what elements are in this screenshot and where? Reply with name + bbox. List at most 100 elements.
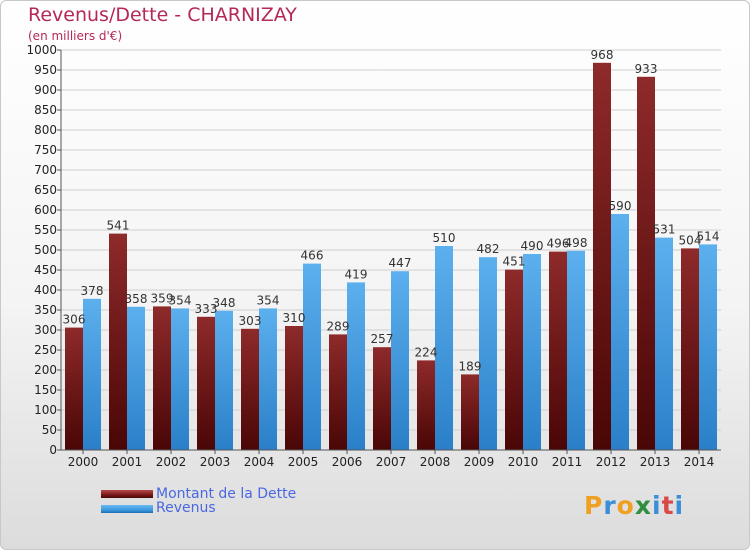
y-tick-label: 1000 <box>26 43 57 57</box>
y-tick-label: 200 <box>34 363 57 377</box>
x-tick-label-2005: 2005 <box>288 455 319 469</box>
bar-revenue-2000 <box>83 298 101 450</box>
x-tick-label-2013: 2013 <box>640 455 671 469</box>
data-label-revenue-2008: 510 <box>433 231 456 245</box>
data-label-debt-2013: 933 <box>635 62 658 76</box>
data-label-revenue-2006: 419 <box>345 267 368 281</box>
bar-debt-2001 <box>109 233 127 450</box>
data-label-debt-2012: 968 <box>591 48 614 62</box>
bar-debt-2012 <box>593 62 611 451</box>
data-label-debt-2006: 289 <box>327 319 350 333</box>
data-label-debt-2007: 257 <box>371 332 394 346</box>
y-tick-label: 300 <box>34 323 57 337</box>
legend-label-revenue: Revenus <box>156 500 216 516</box>
x-tick-label-2010: 2010 <box>508 455 539 469</box>
y-tick-label: 450 <box>34 263 57 277</box>
bar-debt-2011 <box>549 251 567 450</box>
bar-revenue-2006 <box>347 282 365 450</box>
y-tick-label: 0 <box>49 443 57 457</box>
x-tick-label-2014: 2014 <box>684 455 715 469</box>
bar-debt-2009 <box>461 374 479 450</box>
y-tick-label: 750 <box>34 143 57 157</box>
bar-revenue-2001 <box>127 306 145 450</box>
legend-label-debt: Montant de la Dette <box>156 486 297 502</box>
y-tick-label: 400 <box>34 283 57 297</box>
y-tick-label: 250 <box>34 343 57 357</box>
y-tick-label: 950 <box>34 63 57 77</box>
bar-revenue-2010 <box>523 254 541 450</box>
data-label-revenue-2010: 490 <box>521 239 544 253</box>
bar-debt-2014 <box>681 248 699 450</box>
chart-title: Revenus/Dette - CHARNIZAY <box>28 4 297 26</box>
data-label-revenue-2002: 354 <box>169 293 192 307</box>
data-label-revenue-2014: 514 <box>697 229 720 243</box>
bar-debt-2006 <box>329 334 347 450</box>
bar-debt-2007 <box>373 347 391 450</box>
bar-debt-2000 <box>65 327 83 450</box>
bar-debt-2010 <box>505 269 523 450</box>
bar-debt-2004 <box>241 328 259 450</box>
y-tick-label: 100 <box>34 403 57 417</box>
x-tick-label-2008: 2008 <box>420 455 451 469</box>
data-label-revenue-2005: 466 <box>301 249 324 263</box>
data-label-debt-2000: 306 <box>63 313 86 327</box>
chart-subtitle: (en milliers d'€) <box>28 29 123 43</box>
data-label-debt-2002: 359 <box>151 291 174 305</box>
data-label-debt-2014: 504 <box>679 233 702 247</box>
x-tick-label-2002: 2002 <box>156 455 187 469</box>
bar-revenue-2005 <box>303 263 321 450</box>
x-tick-label-2012: 2012 <box>596 455 627 469</box>
bar-debt-2013 <box>637 76 655 451</box>
data-label-revenue-2011: 498 <box>565 236 588 250</box>
data-label-debt-2005: 310 <box>283 311 306 325</box>
y-tick-label: 800 <box>34 123 57 137</box>
data-label-revenue-2007: 447 <box>389 256 412 270</box>
bar-revenue-2002 <box>171 308 189 450</box>
x-tick-label-2011: 2011 <box>552 455 583 469</box>
data-label-debt-2001: 541 <box>107 219 130 233</box>
bar-revenue-2009 <box>479 257 497 450</box>
legend-swatch-debt <box>101 490 153 498</box>
x-tick-label-2006: 2006 <box>332 455 363 469</box>
proxiti-logo[interactable]: Proxiti <box>584 491 685 520</box>
bar-debt-2005 <box>285 326 303 450</box>
data-label-debt-2009: 189 <box>459 359 482 373</box>
bar-debt-2003 <box>197 316 215 450</box>
bar-debt-2002 <box>153 306 171 450</box>
bar-revenue-2012 <box>611 214 629 450</box>
y-tick-label: 150 <box>34 383 57 397</box>
data-label-revenue-2000: 378 <box>81 284 104 298</box>
data-label-debt-2010: 451 <box>503 255 526 269</box>
data-label-revenue-2012: 590 <box>609 199 632 213</box>
bar-revenue-2008 <box>435 246 453 450</box>
y-tick-label: 850 <box>34 103 57 117</box>
data-label-revenue-2001: 358 <box>125 292 148 306</box>
y-tick-label: 350 <box>34 303 57 317</box>
bar-revenue-2014 <box>699 244 717 450</box>
y-tick-label: 550 <box>34 223 57 237</box>
bar-revenue-2007 <box>391 271 409 450</box>
bar-revenue-2011 <box>567 250 585 450</box>
y-tick-label: 700 <box>34 163 57 177</box>
y-tick-label: 900 <box>34 83 57 97</box>
data-label-debt-2011: 496 <box>547 237 570 251</box>
y-tick-label: 600 <box>34 203 57 217</box>
x-tick-label-2000: 2000 <box>68 455 99 469</box>
data-label-revenue-2013: 531 <box>653 223 676 237</box>
bar-debt-2008 <box>417 360 435 450</box>
bar-revenue-2003 <box>215 310 233 450</box>
bar-revenue-2013 <box>655 237 673 450</box>
data-label-debt-2004: 303 <box>239 314 262 328</box>
data-label-revenue-2004: 354 <box>257 293 280 307</box>
y-tick-label: 500 <box>34 243 57 257</box>
data-label-revenue-2003: 348 <box>213 296 236 310</box>
legend-swatch-revenue <box>101 505 153 513</box>
bar-revenue-2004 <box>259 308 277 450</box>
data-label-revenue-2009: 482 <box>477 242 500 256</box>
y-tick-label: 50 <box>42 423 57 437</box>
x-tick-label-2007: 2007 <box>376 455 407 469</box>
x-tick-label-2009: 2009 <box>464 455 495 469</box>
y-tick-label: 650 <box>34 183 57 197</box>
